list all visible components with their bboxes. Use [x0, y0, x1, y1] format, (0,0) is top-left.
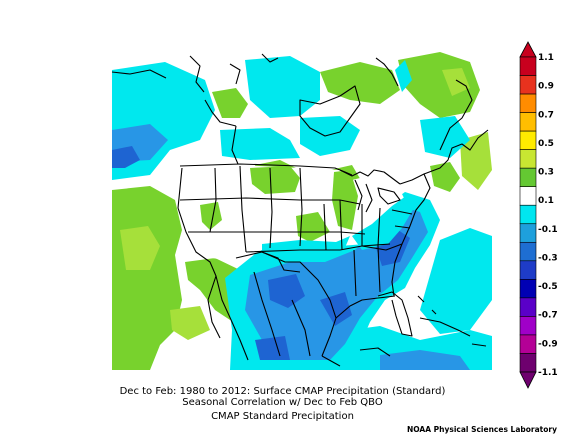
colorbar-cell	[519, 316, 537, 336]
colorbar-cell	[519, 260, 537, 280]
colorbar-cell	[519, 75, 537, 95]
colorbar-label: -0.9	[538, 339, 558, 349]
colorbar: 1.1 0.9 0.7 0.5 0.3 0.1 -0.1 -0.3 -0.5 -0.7 -0.9 -1…	[519, 41, 558, 389]
colorbar-bottom-arrow	[519, 371, 537, 389]
colorbar-label: 1.1	[538, 53, 554, 63]
colorbar-cell	[519, 241, 537, 262]
map-panel	[111, 48, 492, 370]
colorbar-label: -1.1	[538, 368, 558, 378]
colorbar-cell	[519, 334, 537, 354]
southeast-cyan	[352, 196, 414, 250]
caption-line-2: Seasonal Correlation w/ Dec to Feb QBO	[182, 397, 383, 408]
weak-positive-areas	[120, 68, 492, 340]
colorbar-label: 0.5	[538, 139, 554, 149]
colorbar-cell	[519, 56, 537, 76]
strong-negative-areas	[112, 146, 410, 360]
colorbar-label: 0.1	[538, 196, 554, 206]
colorbar-cell	[519, 167, 537, 188]
colorbar-label: -0.1	[538, 225, 558, 235]
colorbar-cell	[519, 149, 537, 169]
colorbar-label: -0.5	[538, 282, 558, 292]
caption-line-1: Dec to Feb: 1980 to 2012: Surface CMAP P…	[119, 386, 446, 397]
colorbar-cell	[519, 353, 537, 373]
map-boundaries	[111, 53, 489, 367]
colorbar-cell	[519, 297, 537, 317]
colorbar-label: -0.3	[538, 253, 558, 263]
colorbar-label: 0.3	[538, 168, 554, 178]
colorbar-cell	[519, 223, 537, 243]
colorbar-cell	[519, 186, 537, 206]
plains-green	[250, 166, 300, 194]
colorbar-cell	[519, 93, 537, 113]
west-green	[200, 202, 222, 230]
colorbar-cell	[519, 130, 537, 150]
colorbar-label: 0.7	[538, 110, 554, 120]
colorbar-cell	[519, 112, 537, 132]
colorbar-cell	[519, 204, 537, 225]
central-green	[296, 212, 330, 242]
credit-text: NOAA Physical Sciences Laboratory	[406, 425, 557, 434]
colorbar-label: -0.7	[538, 311, 558, 321]
colorbar-top-arrow	[519, 41, 537, 58]
caption-line-3: CMAP Standard Precipitation	[211, 411, 354, 422]
colorbar-label: 0.9	[538, 82, 554, 92]
colorbar-cell	[519, 279, 537, 299]
midwest-green	[332, 170, 358, 230]
